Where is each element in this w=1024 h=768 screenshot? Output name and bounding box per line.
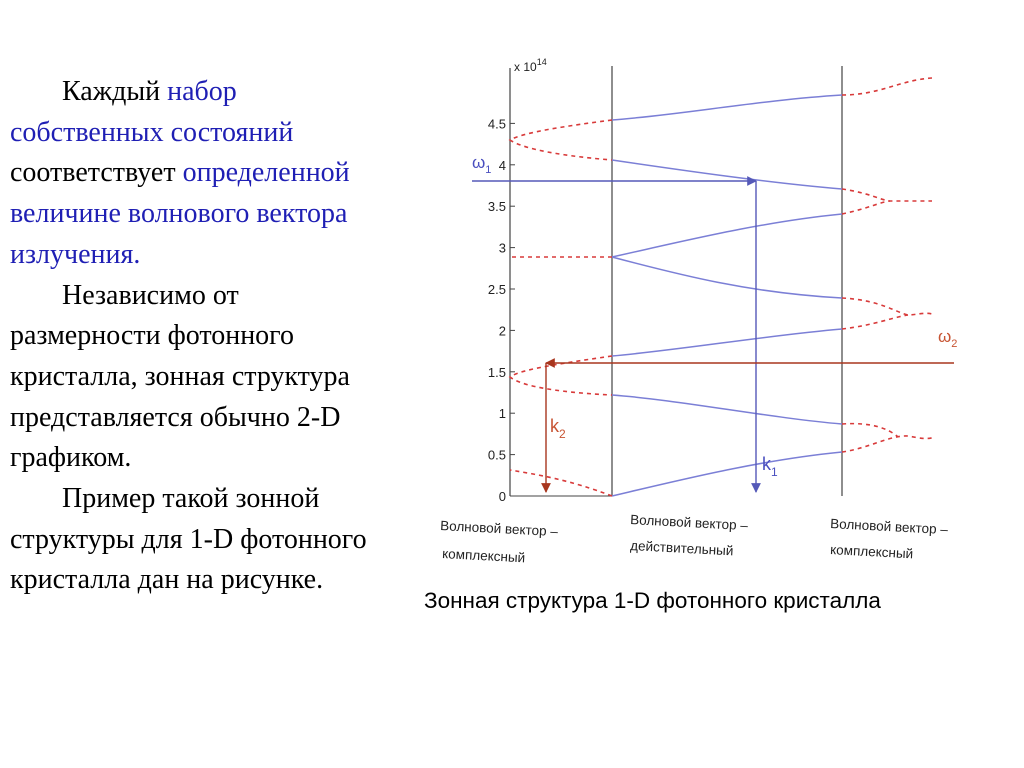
y-tick-label: 4.5 xyxy=(488,116,506,131)
omega1-label: ω xyxy=(472,153,485,172)
body-text: Каждый набор собственных состояний соответ… xyxy=(10,72,395,601)
band-6 xyxy=(611,159,843,190)
gap-curves xyxy=(508,77,936,497)
k2-label: k xyxy=(550,416,560,436)
bands xyxy=(611,94,843,497)
y-tick-label: 4 xyxy=(499,158,506,173)
y-multiplier-exp: 14 xyxy=(537,57,547,67)
svg-text:ω2: ω2 xyxy=(938,327,957,350)
band-5 xyxy=(611,213,843,258)
paragraph-3: Пример такой зонной структуры для 1-D фо… xyxy=(10,479,395,601)
band-7 xyxy=(611,94,843,121)
svg-text:Волновой вектор –: Волновой вектор – xyxy=(630,512,749,533)
right-gap-curve-1 xyxy=(841,435,936,453)
svg-text:комплексный: комплексный xyxy=(442,546,526,565)
region-left-line1: Волновой вектор – xyxy=(440,518,559,539)
p1-part3: собственных состояний xyxy=(10,116,294,148)
p1-part4: соответствует xyxy=(10,157,176,189)
k1-label: k xyxy=(762,454,772,474)
right-gap-curve-3 xyxy=(841,297,933,316)
left-gap-curve-1 xyxy=(509,469,613,497)
band-4 xyxy=(611,256,843,299)
omega1-subscript: 1 xyxy=(485,164,491,176)
svg-text:комплексный: комплексный xyxy=(830,542,914,561)
right-gap-curve-7 xyxy=(841,77,933,96)
right-gap-curve-6 xyxy=(841,200,891,215)
region-left-line2: комплексный xyxy=(442,546,526,565)
region-mid-line1: Волновой вектор – xyxy=(630,512,749,533)
right-gap-curve-5 xyxy=(841,188,932,202)
omega2-subscript: 2 xyxy=(951,338,957,350)
y-multiplier: x 10 xyxy=(514,60,537,74)
region-mid-line2: действительный xyxy=(630,538,734,558)
paragraph-1: Каждый набор собственных состояний соответ… xyxy=(10,72,395,276)
svg-text:k1: k1 xyxy=(762,454,778,479)
svg-text:ω1: ω1 xyxy=(472,153,491,176)
y-tick-label: 2 xyxy=(499,323,506,338)
omega2-label: ω xyxy=(938,327,951,346)
y-tick-label: 1 xyxy=(499,406,506,421)
y-tick-label: 3.5 xyxy=(488,199,506,214)
band-3 xyxy=(611,328,843,357)
omega1-construction: ω1 k1 xyxy=(472,153,778,493)
y-tick-label: 1.5 xyxy=(488,365,506,380)
paragraph-2: Независимо от размерности фотонного крис… xyxy=(10,276,395,480)
y-tick-label: 0.5 xyxy=(488,448,506,463)
right-gap-curve-4 xyxy=(841,314,909,330)
right-gap-curve-2 xyxy=(841,422,899,438)
p1-part1: Каждый xyxy=(62,76,168,107)
region-right-line2: комплексный xyxy=(830,542,914,561)
band-structure-diagram: x 1014 0 0.5 1 1.5 2 2.5 3 3.5 4 4.5 xyxy=(420,50,1020,580)
svg-text:Волновой вектор –: Волновой вектор – xyxy=(830,516,949,537)
p1-part5: определенной величине волнового вектора … xyxy=(10,157,350,270)
omega2-construction: ω2 k2 xyxy=(541,327,957,493)
left-gap-curve-2 xyxy=(508,355,613,396)
p2-text: Независимо от размерности фотонного крис… xyxy=(10,279,350,474)
k2-subscript: 2 xyxy=(559,427,566,441)
p3-text: Пример такой зонной структуры для 1-D фо… xyxy=(10,483,367,596)
region-labels: Волновой вектор – комплексный Волновой в… xyxy=(440,512,949,565)
band-2 xyxy=(611,394,843,425)
svg-text:x 1014: x 1014 xyxy=(514,57,547,74)
svg-text:Волновой вектор –: Волновой вектор – xyxy=(440,518,559,539)
svg-text:k2: k2 xyxy=(550,416,566,441)
y-tick-label: 0 xyxy=(499,489,506,504)
band-1 xyxy=(611,451,843,497)
y-tick-label: 2.5 xyxy=(488,282,506,297)
svg-text:действительный: действительный xyxy=(630,538,734,558)
p1-part2: набор xyxy=(167,76,237,107)
region-right-line1: Волновой вектор – xyxy=(830,516,949,537)
left-gap-curve-4 xyxy=(508,119,613,161)
y-tick-label: 3 xyxy=(499,241,506,256)
figure-caption: Зонная структура 1-D фотонного кристалла xyxy=(424,588,881,613)
y-axis: x 1014 0 0.5 1 1.5 2 2.5 3 3.5 4 4.5 xyxy=(488,57,612,504)
k1-subscript: 1 xyxy=(771,465,778,479)
